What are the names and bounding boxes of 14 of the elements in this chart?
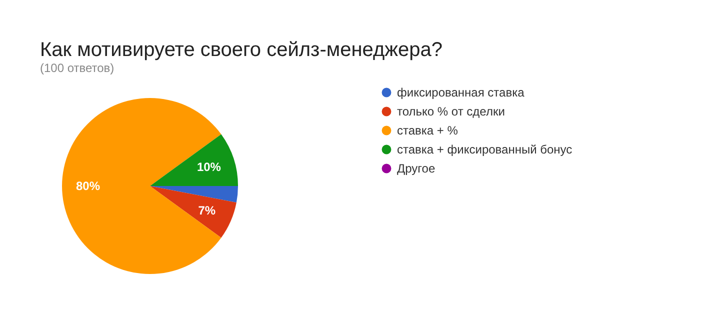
legend-label: ставка + фиксированный бонус — [397, 142, 572, 156]
legend-label: ставка + % — [397, 124, 458, 138]
legend-label: Другое — [397, 162, 436, 176]
pie-slice — [150, 186, 238, 202]
data-label: 10% — [196, 160, 222, 174]
data-label: 7% — [198, 204, 216, 218]
pie-slice — [150, 186, 236, 238]
pie-slice — [62, 98, 222, 274]
data-label: 80% — [76, 179, 100, 193]
pie-slice — [150, 134, 238, 186]
legend-label: только % от сделки — [397, 104, 505, 118]
chart-subtitle: (100 ответов) — [40, 61, 114, 75]
chart-title: Как мотивируете своего сейлз-менеджера? — [40, 39, 443, 61]
legend-label: фиксированная ставка — [397, 86, 525, 100]
